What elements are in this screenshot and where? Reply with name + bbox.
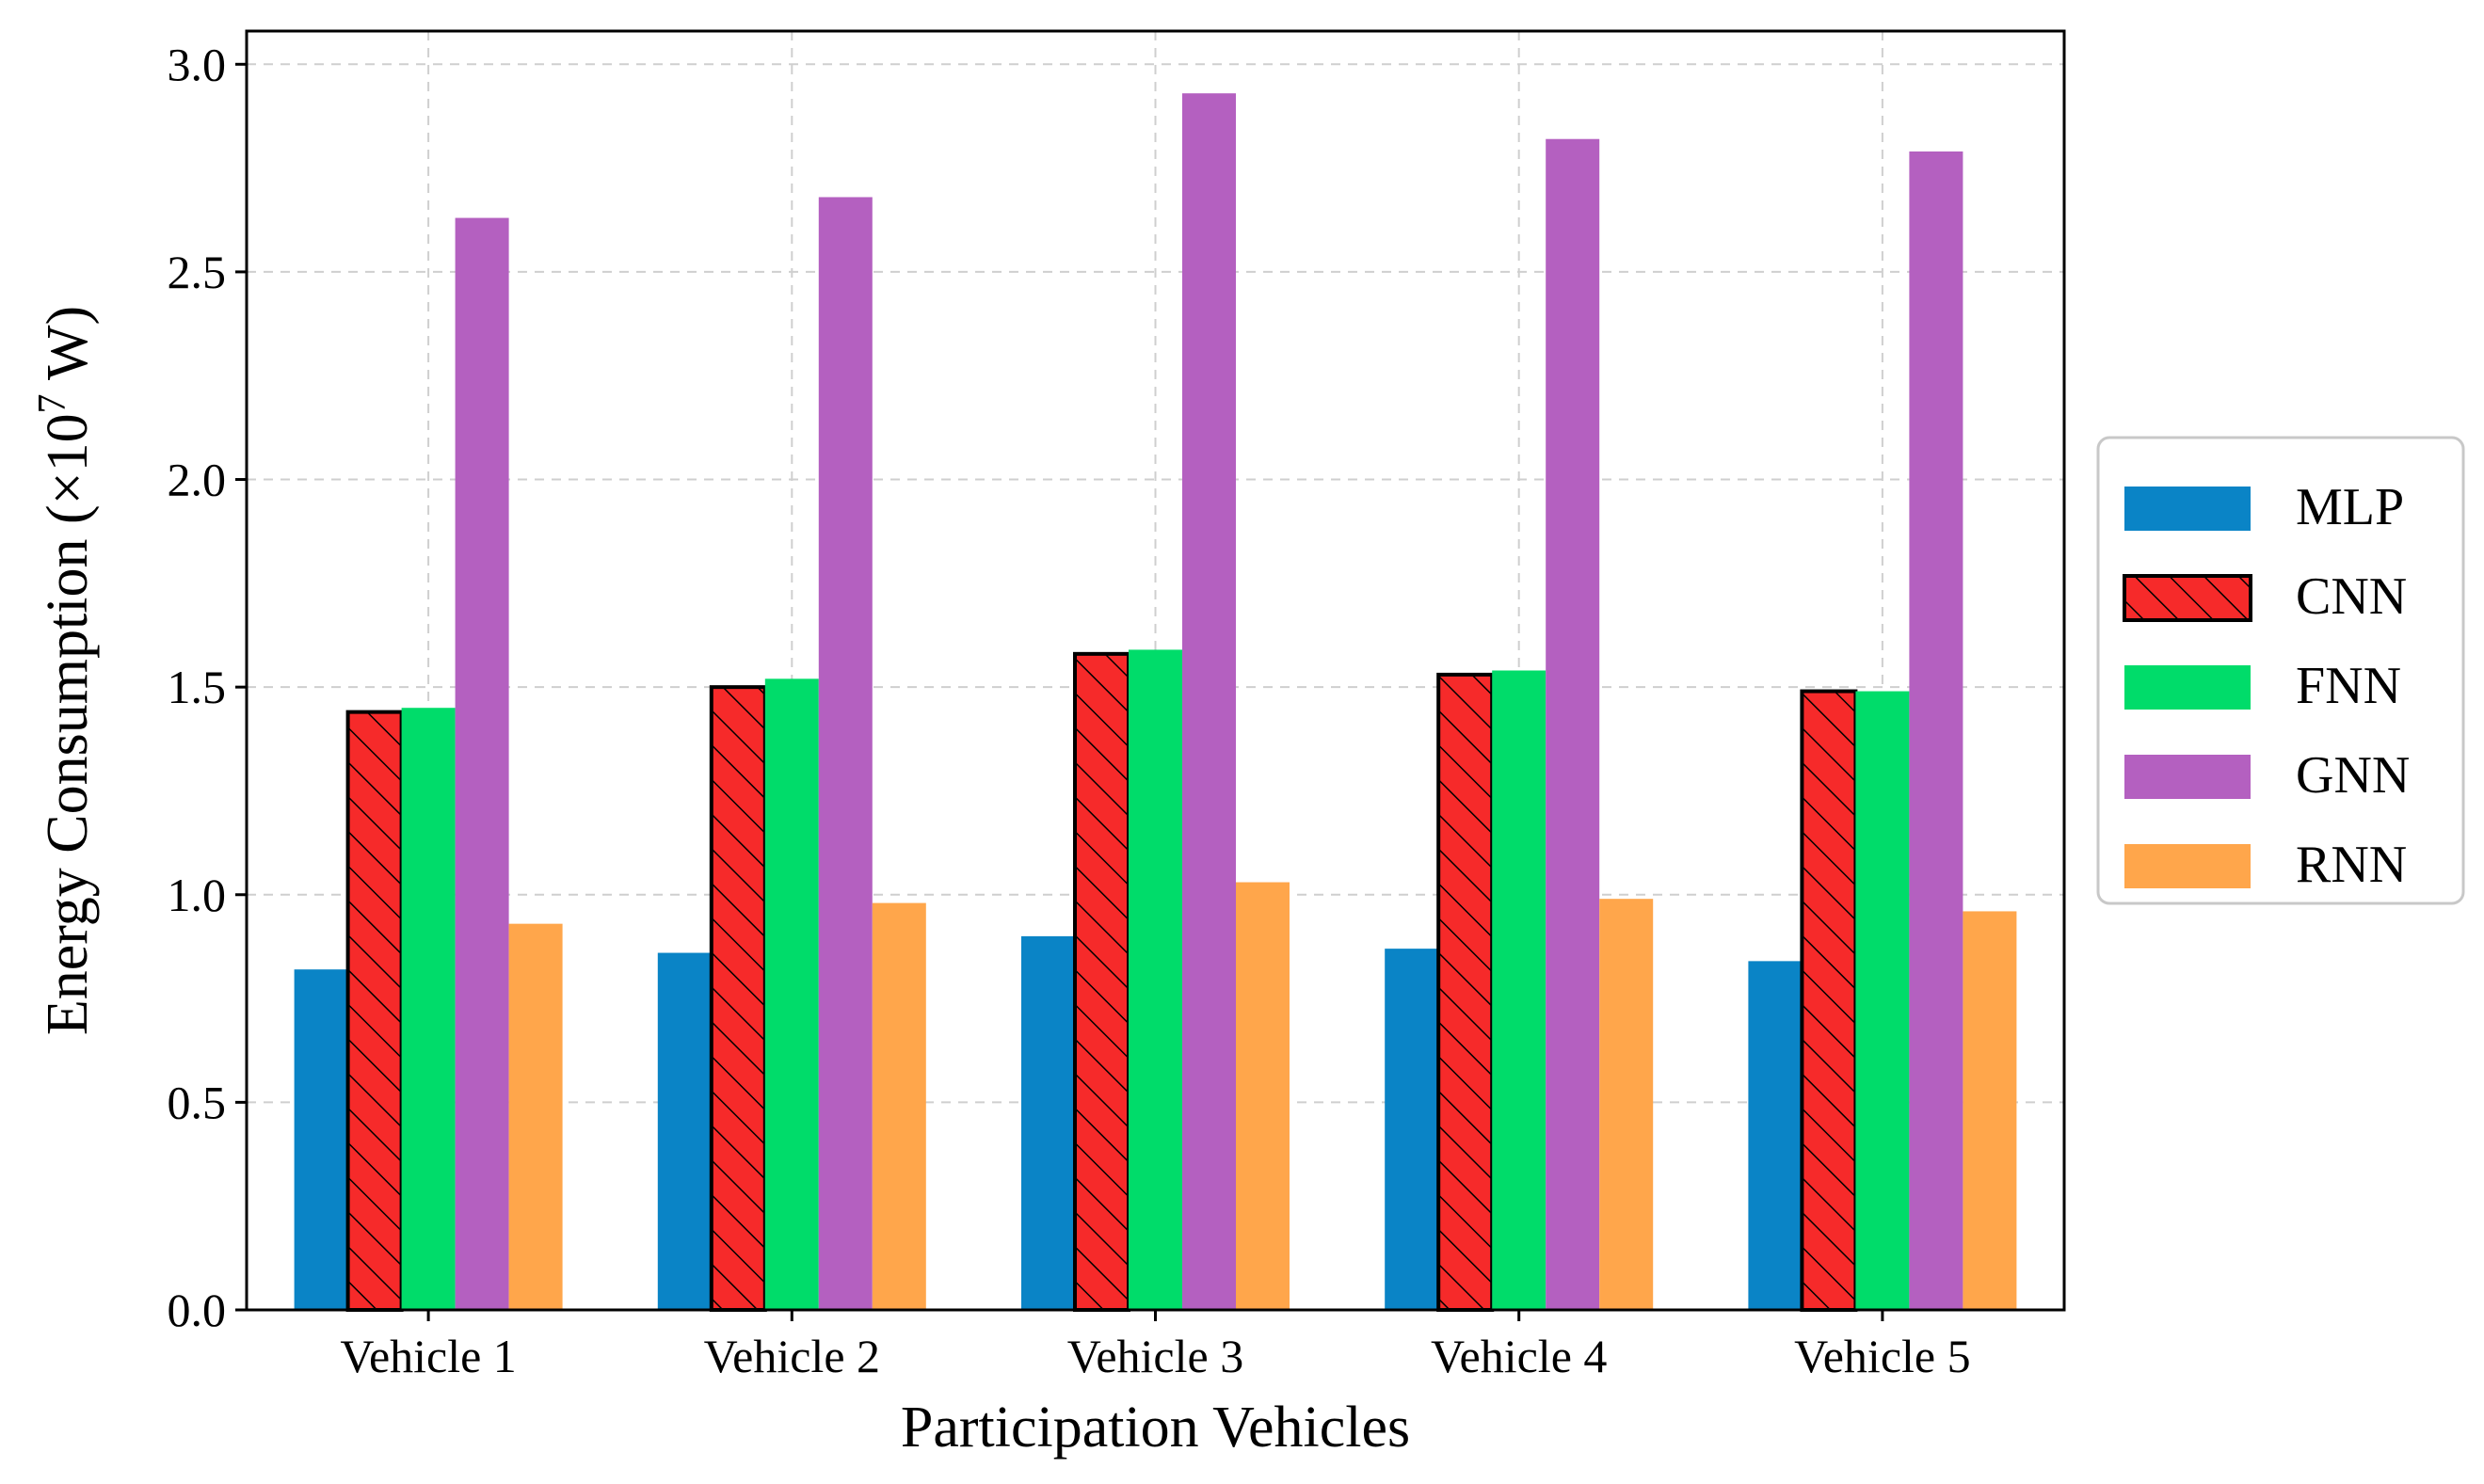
bar-cnn [1436,672,1495,1312]
bar-cnn [709,685,767,1312]
bar-cnn [1073,651,1130,1312]
legend-swatch-gnn [2124,755,2251,799]
y-tick-label: 3.0 [168,38,227,90]
bar-mlp [294,969,348,1310]
bar-rnn [1963,911,2017,1310]
y-tick-label: 0.0 [168,1284,227,1336]
x-tick-label: Vehicle 1 [340,1330,516,1382]
bar-rnn [1599,899,1654,1310]
bar-mlp [1385,949,1439,1310]
x-tick-label: Vehicle 5 [1794,1330,1970,1382]
y-tick-label: 1.0 [168,869,227,921]
bar-rnn [508,923,563,1310]
y-tick-label: 2.5 [168,246,227,298]
x-tick-label: Vehicle 2 [704,1330,880,1382]
y-tick-label: 1.5 [168,661,227,713]
bar-gnn [455,217,509,1311]
bar-fnn [764,678,819,1310]
bar-fnn [401,708,456,1310]
bar-rnn [872,902,926,1310]
y-tick-label: 2.0 [168,454,227,506]
bar-fnn [1129,649,1182,1310]
legend-swatch-rnn [2124,844,2251,888]
bar-mlp [1021,935,1075,1310]
bar-mlp [1748,961,1803,1310]
bar-gnn [1909,151,1963,1311]
legend: MLP CNN FNN GNN RNN [2096,436,2465,905]
legend-label-fnn: FNN [2296,657,2401,715]
bar-fnn [1855,691,1910,1310]
bar-cnn [1800,689,1858,1312]
bar-fnn [1492,670,1546,1310]
legend-label-cnn: CNN [2296,567,2407,626]
bar-gnn [1546,138,1600,1310]
legend-swatch-mlp [2124,487,2251,531]
y-tick-label: 0.5 [168,1076,227,1128]
legend-label-rnn: RNN [2296,836,2407,894]
legend-swatch-cnn [2123,574,2252,622]
y-axis-title-exponent: 7 [31,393,74,413]
x-tick-label: Vehicle 3 [1067,1330,1243,1382]
axis-layer: 0.0 0.5 1.0 1.5 2.0 2.5 3.0 Vehicle 1 Vehicle 2 V… [168,38,1971,1382]
bar-gnn [818,197,873,1310]
bar-rnn [1236,882,1290,1310]
bar-layer [294,93,2017,1312]
x-tick-label: Vehicle 4 [1431,1330,1607,1382]
y-axis-title-prefix: Energy Consumption (×10 [36,413,100,1035]
y-axis-title: Energy Consumption (×107 W) [31,306,100,1035]
bar-mlp [657,952,712,1310]
legend-label-gnn: GNN [2296,746,2410,805]
legend-label-mlp: MLP [2296,478,2404,536]
y-axis-title-suffix: W) [36,306,100,394]
bar-gnn [1182,93,1236,1311]
bar-cnn [345,710,404,1312]
legend-swatch-fnn [2124,665,2251,710]
x-axis-title: Participation Vehicles [901,1396,1410,1460]
